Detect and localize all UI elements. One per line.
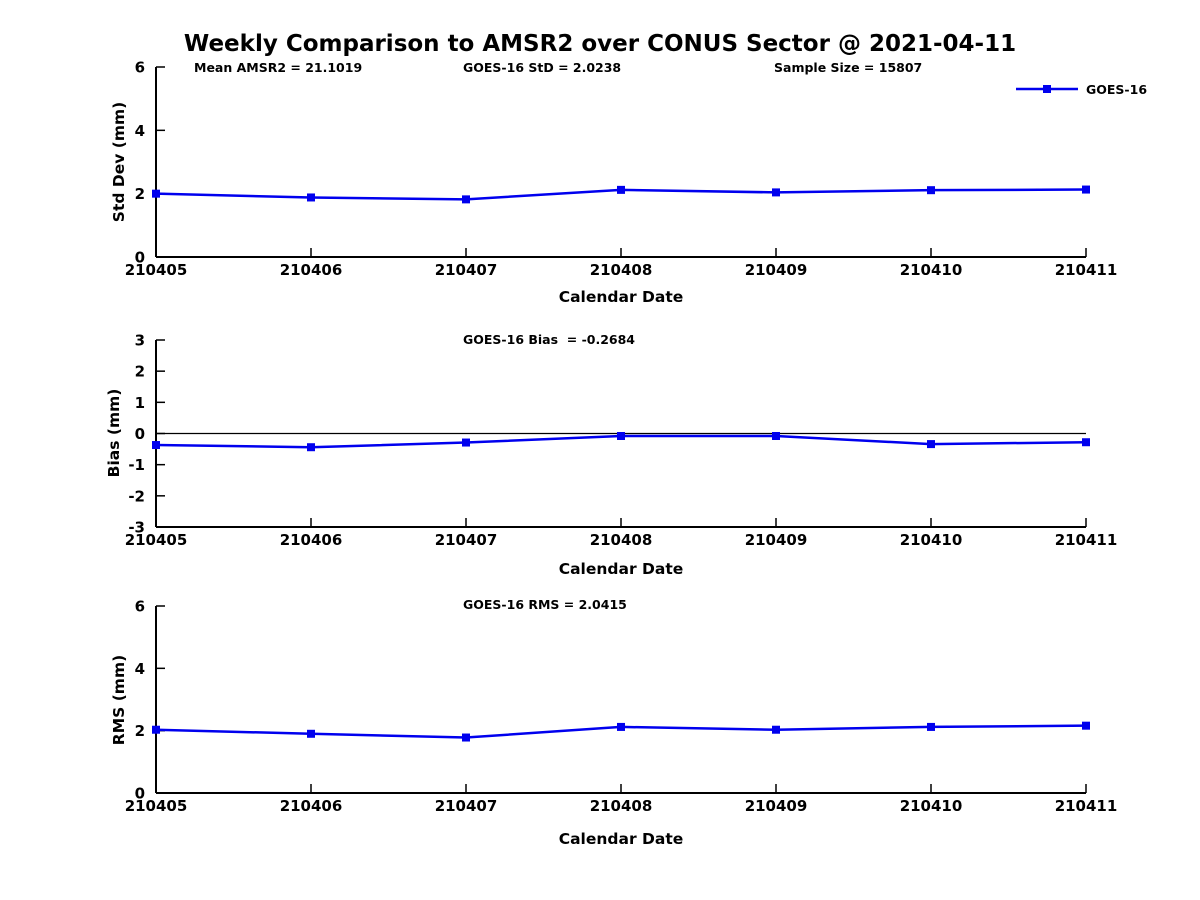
annotation-goes16-bias: GOES-16 Bias = -0.2684: [463, 332, 636, 347]
x-tick-label: 210406: [280, 531, 343, 549]
legend: GOES-16: [1016, 81, 1147, 97]
data-point-marker: [307, 193, 315, 202]
data-point-marker: [617, 431, 625, 440]
data-point-marker: [927, 722, 935, 731]
x-tick-label: 210409: [745, 797, 808, 815]
y-tick-label: 3: [135, 332, 145, 350]
y-tick-label: 4: [135, 122, 145, 140]
x-tick-label: 210406: [280, 797, 343, 815]
x-tick-label: 210409: [745, 531, 808, 549]
y-tick-label: 0: [135, 425, 145, 443]
x-tick-label: 210407: [435, 797, 498, 815]
x-tick-label: 210408: [590, 531, 653, 549]
x-tick-label: 210411: [1055, 261, 1118, 279]
data-point-marker: [617, 722, 625, 731]
x-tick-label: 210411: [1055, 797, 1118, 815]
x-tick-label: 210405: [125, 261, 188, 279]
y-tick-label: -3: [128, 519, 145, 537]
x-tick-label: 210405: [125, 797, 188, 815]
y-tick-label: 6: [135, 598, 145, 616]
x-tick-label: 210405: [125, 531, 188, 549]
y-tick-label: 0: [135, 249, 145, 267]
y-axis-label-rms: RMS (mm): [110, 654, 128, 746]
x-tick-label: 210410: [900, 261, 963, 279]
page-title: Weekly Comparison to AMSR2 over CONUS Se…: [183, 31, 1017, 57]
y-tick-label: 0: [135, 785, 145, 803]
annotation-goes16-rms: GOES-16 RMS = 2.0415: [463, 597, 627, 612]
y-tick-label: -1: [128, 456, 145, 474]
x-tick-label: 210411: [1055, 531, 1118, 549]
data-point-marker: [462, 438, 470, 447]
legend-label: GOES-16: [1086, 81, 1148, 97]
data-point-marker: [462, 195, 470, 204]
y-tick-label: -2: [128, 487, 145, 505]
data-point-marker: [617, 185, 625, 194]
data-point-marker: [772, 725, 780, 734]
annotation-sample-size: Sample Size = 15807: [774, 60, 923, 75]
annotation-goes16-std: GOES-16 StD = 2.0238: [463, 60, 622, 75]
y-axis-label-std-dev: Std Dev (mm): [110, 101, 128, 223]
data-point-marker: [772, 431, 780, 440]
data-point-marker: [152, 725, 160, 734]
x-axis-label-calendar-date-1: Calendar Date: [558, 288, 684, 306]
data-point-marker: [307, 443, 315, 452]
data-point-marker: [152, 441, 160, 450]
x-axis-label-calendar-date-2: Calendar Date: [558, 560, 684, 578]
data-point-marker: [927, 440, 935, 449]
x-tick-label: 210408: [590, 261, 653, 279]
x-axis-label-calendar-date-3: Calendar Date: [558, 830, 684, 848]
data-point-marker: [1082, 438, 1090, 447]
data-point-marker: [462, 733, 470, 742]
y-axis-label-bias: Bias (mm): [105, 388, 123, 478]
x-tick-label: 210406: [280, 261, 343, 279]
data-point-marker: [1082, 721, 1090, 730]
data-point-marker: [772, 188, 780, 197]
x-tick-label: 210410: [900, 531, 963, 549]
legend-marker-icon: [1043, 85, 1051, 93]
y-tick-label: 4: [135, 660, 145, 678]
legend-line-icon: [1016, 85, 1078, 93]
data-point-marker: [927, 186, 935, 195]
data-point-marker: [307, 729, 315, 738]
x-tick-label: 210409: [745, 261, 808, 279]
x-tick-label: 210407: [435, 261, 498, 279]
x-tick-label: 210408: [590, 797, 653, 815]
x-tick-label: 210410: [900, 797, 963, 815]
y-tick-label: 6: [135, 59, 145, 77]
y-tick-label: 1: [135, 394, 145, 412]
y-tick-label: 2: [135, 363, 145, 381]
y-tick-label: 2: [135, 185, 145, 203]
x-tick-label: 210407: [435, 531, 498, 549]
data-point-marker: [152, 189, 160, 198]
data-point-marker: [1082, 185, 1090, 194]
y-tick-label: 2: [135, 722, 145, 740]
annotation-mean-amsr2: Mean AMSR2 = 21.1019: [194, 60, 363, 75]
